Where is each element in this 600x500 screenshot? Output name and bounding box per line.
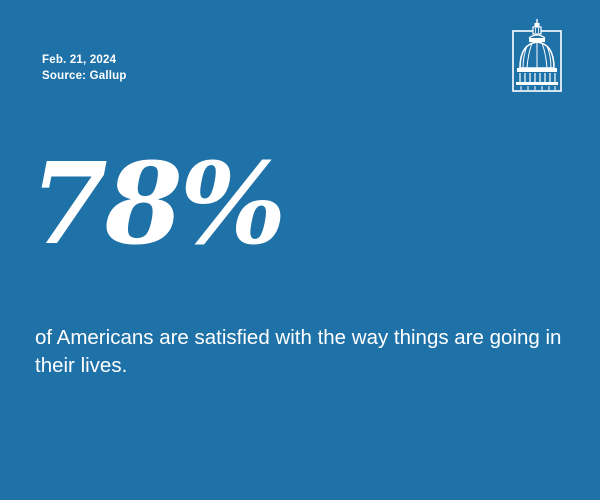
statistic-description: of Americans are satisfied with the way … bbox=[35, 326, 562, 377]
date-label: Feb. 21, 2024 bbox=[42, 54, 117, 66]
meta-block: Feb. 21, 2024 Source: Gallup bbox=[42, 52, 127, 84]
capitol-dome-icon bbox=[512, 18, 562, 92]
headline-statistic: 78% bbox=[30, 139, 286, 270]
source-label: Source: Gallup bbox=[42, 70, 127, 82]
